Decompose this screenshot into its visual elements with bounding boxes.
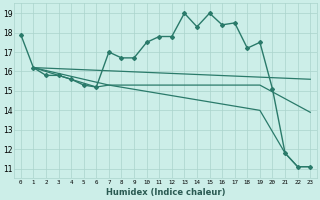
X-axis label: Humidex (Indice chaleur): Humidex (Indice chaleur)	[106, 188, 225, 197]
